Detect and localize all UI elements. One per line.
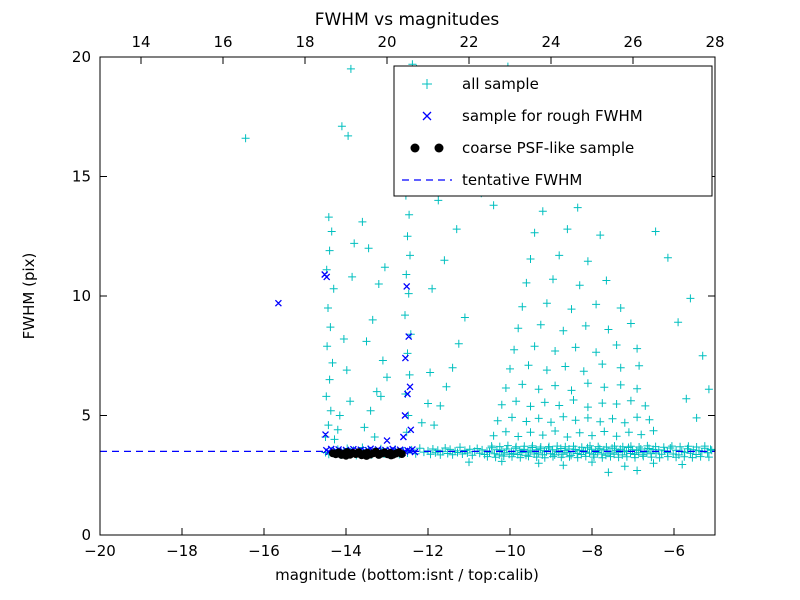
y-tick-label: 15 (72, 168, 91, 186)
legend-dot-icon (410, 143, 420, 153)
legend-x-icon (422, 111, 432, 121)
legend-label: tentative FWHM (462, 171, 582, 189)
y-tick-label: 0 (81, 526, 91, 544)
all-sample-points (241, 60, 716, 477)
x-bottom-tick-label: −16 (248, 542, 280, 560)
x-top-tick-label: 14 (131, 33, 150, 51)
legend-plus-icon (422, 79, 432, 89)
x-top-tick-label: 24 (541, 33, 560, 51)
x-bottom-tick-label: −14 (330, 542, 362, 560)
psf-dot-marker (397, 450, 406, 458)
plus-markers (241, 60, 716, 477)
x-top-tick-label: 20 (377, 33, 396, 51)
y-tick-label: 5 (81, 407, 91, 425)
x-bottom-tick-label: −18 (166, 542, 198, 560)
x-bottom-tick-label: −6 (663, 542, 685, 560)
legend-box (393, 65, 713, 197)
x-top-tick-label: 28 (705, 33, 724, 51)
x-bottom-tick-label: −12 (412, 542, 444, 560)
x-bottom-tick-label: −8 (581, 542, 603, 560)
x-axis-label: magnitude (bottom:isnt / top:calib) (275, 566, 539, 584)
x-top-tick-label: 26 (623, 33, 642, 51)
psf-like-points (328, 447, 406, 460)
x-markers (274, 271, 419, 457)
legend-label: all sample (462, 75, 539, 93)
y-axis-label: FWHM (pix) (20, 253, 38, 340)
psf-dot-marker (342, 451, 350, 460)
x-bottom-tick-label: −10 (494, 542, 526, 560)
y-tick-label: 20 (72, 48, 91, 66)
legend-label: sample for rough FWHM (462, 107, 643, 125)
x-bottom-tick-label: −20 (84, 542, 116, 560)
x-top-tick-label: 16 (213, 33, 232, 51)
legend: all sample sample for rough FWHM coarse PS… (393, 65, 713, 197)
x-top-tick-label: 22 (459, 33, 478, 51)
legend-dot-icon (434, 143, 444, 153)
chart-title: FWHM vs magnitudes (315, 10, 500, 30)
y-tick-label: 10 (72, 287, 91, 305)
psf-dot-marker (387, 451, 396, 460)
psf-dot-marker (362, 451, 371, 460)
legend-label: coarse PSF-like sample (462, 139, 634, 157)
rough-fwhm-points (274, 271, 419, 457)
axis-ticks: −20 −18 −16 −14 −12 −10 −8 −6 14 16 18 20 22 24 26 28 0 5… (72, 33, 725, 560)
x-top-tick-label: 18 (295, 33, 314, 51)
